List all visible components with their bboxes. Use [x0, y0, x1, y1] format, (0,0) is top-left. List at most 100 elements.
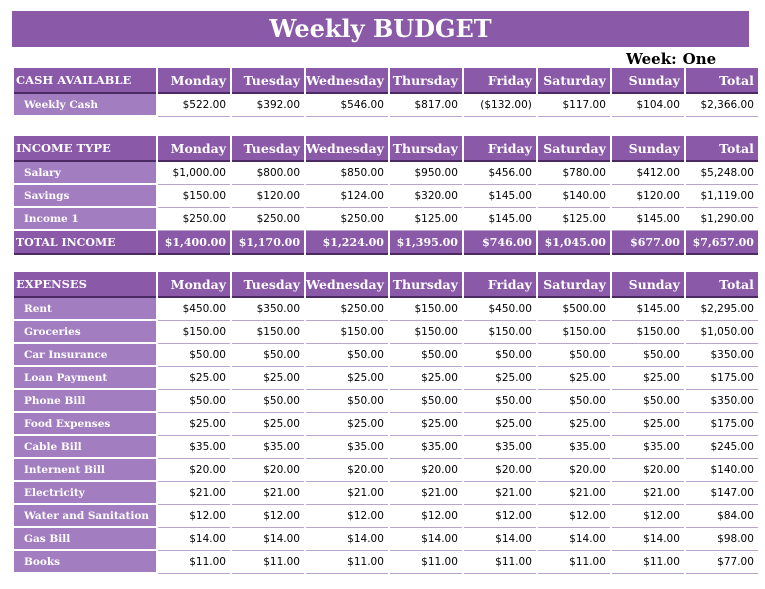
table-cell[interactable]: $11.00 — [306, 551, 388, 574]
table-cell[interactable]: $25.00 — [306, 367, 388, 390]
table-cell[interactable]: $21.00 — [389, 482, 462, 505]
table-cell[interactable]: $25.00 — [611, 367, 684, 390]
table-cell[interactable]: $25.00 — [306, 413, 388, 436]
table-cell[interactable]: $12.00 — [158, 505, 230, 528]
table-cell[interactable]: $12.00 — [537, 505, 610, 528]
table-cell[interactable]: $35.00 — [611, 436, 684, 459]
table-cell[interactable]: $850.00 — [306, 162, 388, 185]
table-cell[interactable]: $677.00 — [611, 231, 684, 255]
table-cell[interactable]: $350.00 — [232, 298, 304, 321]
table-cell[interactable]: $14.00 — [232, 528, 304, 551]
week-value[interactable]: One — [682, 50, 717, 68]
table-cell[interactable]: $150.00 — [158, 185, 230, 208]
table-cell[interactable]: $175.00 — [685, 367, 758, 390]
table-cell[interactable]: $104.00 — [611, 94, 684, 117]
table-cell[interactable]: $14.00 — [611, 528, 684, 551]
table-cell[interactable]: $20.00 — [389, 459, 462, 482]
table-cell[interactable]: $20.00 — [537, 459, 610, 482]
table-cell[interactable]: $12.00 — [232, 505, 304, 528]
table-cell[interactable]: $140.00 — [537, 185, 610, 208]
table-cell[interactable]: $50.00 — [232, 344, 304, 367]
table-cell[interactable]: $1,119.00 — [685, 185, 758, 208]
table-cell[interactable]: $150.00 — [232, 321, 304, 344]
table-cell[interactable]: $124.00 — [306, 185, 388, 208]
table-cell[interactable]: $950.00 — [389, 162, 462, 185]
table-cell[interactable]: $546.00 — [306, 94, 388, 117]
table-cell[interactable]: $50.00 — [463, 390, 536, 413]
table-cell[interactable]: $140.00 — [685, 459, 758, 482]
table-cell[interactable]: $11.00 — [611, 551, 684, 574]
table-cell[interactable]: $11.00 — [158, 551, 230, 574]
table-cell[interactable]: $245.00 — [685, 436, 758, 459]
table-cell[interactable]: $522.00 — [158, 94, 230, 117]
table-cell[interactable]: $25.00 — [463, 367, 536, 390]
table-cell[interactable]: $77.00 — [685, 551, 758, 574]
table-cell[interactable]: $120.00 — [611, 185, 684, 208]
table-cell[interactable]: $392.00 — [232, 94, 304, 117]
table-cell[interactable]: $35.00 — [158, 436, 230, 459]
table-cell[interactable]: $25.00 — [537, 413, 610, 436]
table-cell[interactable]: $35.00 — [389, 436, 462, 459]
table-cell[interactable]: $50.00 — [463, 344, 536, 367]
table-cell[interactable]: $125.00 — [389, 208, 462, 231]
table-cell[interactable]: $175.00 — [685, 413, 758, 436]
table-cell[interactable]: $20.00 — [611, 459, 684, 482]
table-cell[interactable]: $800.00 — [232, 162, 304, 185]
table-cell[interactable]: $250.00 — [306, 208, 388, 231]
table-cell[interactable]: $412.00 — [611, 162, 684, 185]
table-cell[interactable]: $20.00 — [232, 459, 304, 482]
table-cell[interactable]: $1,045.00 — [537, 231, 610, 255]
table-cell[interactable]: $25.00 — [463, 413, 536, 436]
table-cell[interactable]: $1,290.00 — [685, 208, 758, 231]
table-cell[interactable]: $12.00 — [463, 505, 536, 528]
table-cell[interactable]: $746.00 — [463, 231, 536, 255]
table-cell[interactable]: $145.00 — [463, 208, 536, 231]
table-cell[interactable]: $1,050.00 — [685, 321, 758, 344]
table-cell[interactable]: $125.00 — [537, 208, 610, 231]
table-cell[interactable]: $150.00 — [158, 321, 230, 344]
table-cell[interactable]: $25.00 — [232, 413, 304, 436]
table-cell[interactable]: $456.00 — [463, 162, 536, 185]
table-cell[interactable]: $1,224.00 — [306, 231, 388, 255]
table-cell[interactable]: $145.00 — [611, 208, 684, 231]
table-cell[interactable]: $14.00 — [158, 528, 230, 551]
table-cell[interactable]: $2,366.00 — [685, 94, 758, 117]
table-cell[interactable]: $25.00 — [611, 413, 684, 436]
table-cell[interactable]: $20.00 — [158, 459, 230, 482]
table-cell[interactable]: $21.00 — [463, 482, 536, 505]
table-cell[interactable]: $50.00 — [611, 390, 684, 413]
table-cell[interactable]: $21.00 — [158, 482, 230, 505]
table-cell[interactable]: $150.00 — [537, 321, 610, 344]
table-cell[interactable]: $817.00 — [389, 94, 462, 117]
table-cell[interactable]: $250.00 — [158, 208, 230, 231]
table-cell[interactable]: $120.00 — [232, 185, 304, 208]
table-cell[interactable]: $50.00 — [232, 390, 304, 413]
table-cell[interactable]: $14.00 — [306, 528, 388, 551]
table-cell[interactable]: $150.00 — [389, 298, 462, 321]
table-cell[interactable]: $20.00 — [463, 459, 536, 482]
table-cell[interactable]: $2,295.00 — [685, 298, 758, 321]
table-cell[interactable]: $12.00 — [611, 505, 684, 528]
table-cell[interactable]: $50.00 — [389, 390, 462, 413]
table-cell[interactable]: $150.00 — [611, 321, 684, 344]
table-cell[interactable]: $12.00 — [389, 505, 462, 528]
table-cell[interactable]: $50.00 — [158, 390, 230, 413]
table-cell[interactable]: $35.00 — [463, 436, 536, 459]
table-cell[interactable]: $5,248.00 — [685, 162, 758, 185]
table-cell[interactable]: $50.00 — [611, 344, 684, 367]
table-cell[interactable]: ($132.00) — [463, 94, 536, 117]
table-cell[interactable]: $50.00 — [306, 344, 388, 367]
table-cell[interactable]: $7,657.00 — [685, 231, 758, 255]
table-cell[interactable]: $50.00 — [389, 344, 462, 367]
table-cell[interactable]: $25.00 — [158, 413, 230, 436]
table-cell[interactable]: $1,000.00 — [158, 162, 230, 185]
table-cell[interactable]: $147.00 — [685, 482, 758, 505]
table-cell[interactable]: $50.00 — [537, 390, 610, 413]
table-cell[interactable]: $145.00 — [611, 298, 684, 321]
table-cell[interactable]: $1,170.00 — [232, 231, 304, 255]
table-cell[interactable]: $150.00 — [306, 321, 388, 344]
table-cell[interactable]: $11.00 — [463, 551, 536, 574]
table-cell[interactable]: $12.00 — [306, 505, 388, 528]
table-cell[interactable]: $25.00 — [232, 367, 304, 390]
table-cell[interactable]: $14.00 — [389, 528, 462, 551]
